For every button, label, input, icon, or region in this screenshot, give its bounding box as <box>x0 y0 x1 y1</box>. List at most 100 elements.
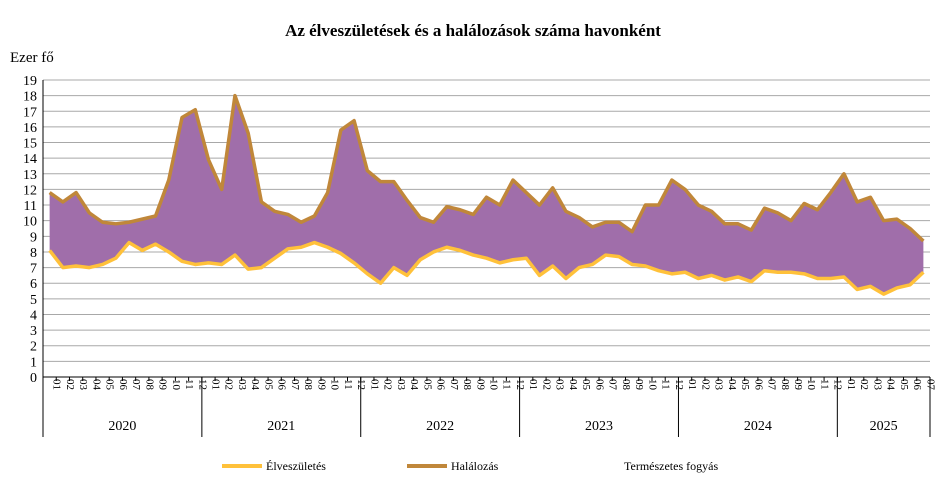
x-tick-label-2021-10: 10 <box>329 379 341 391</box>
x-tick-label-2020-12: 12 <box>196 379 208 390</box>
x-tick-label-2023-07: 07 <box>607 379 619 391</box>
plot-lines <box>48 93 925 296</box>
legend-label-halalozas: Halálozás <box>451 459 499 473</box>
x-tick-label-2022-01: 01 <box>368 379 380 390</box>
y-tick-label-1: 1 <box>30 355 37 370</box>
x-tick-label-2021-01: 01 <box>209 379 221 390</box>
legend-item-termeszetes-fogyas: Természetes fogyás <box>624 459 718 473</box>
y-tick-label-3: 3 <box>30 324 37 339</box>
y-tick-label-5: 5 <box>30 293 37 308</box>
x-tick-label-2022-07: 07 <box>448 379 460 391</box>
year-label-2022: 2022 <box>426 419 454 434</box>
y-tick-label-8: 8 <box>30 246 37 261</box>
y-tick-label-19: 19 <box>23 74 37 89</box>
x-tick-label-2023-08: 08 <box>620 379 632 391</box>
y-tick-label-14: 14 <box>23 152 37 167</box>
x-tick-label-2022-08: 08 <box>461 379 473 391</box>
x-tick-label-2021-07: 07 <box>289 379 301 391</box>
year-label-2023: 2023 <box>585 419 613 434</box>
legend-label-termeszetes-fogyas: Természetes fogyás <box>624 459 718 473</box>
y-tick-label-2: 2 <box>30 340 37 355</box>
x-tick-label-2021-02: 02 <box>223 379 235 390</box>
y-axis-unit-label: Ezer fő <box>10 50 54 66</box>
x-tick-label-2021-06: 06 <box>276 379 288 391</box>
x-tick-label-2025-05: 05 <box>898 379 910 391</box>
y-tick-label-16: 16 <box>23 121 37 136</box>
y-tick-label-4: 4 <box>30 308 37 323</box>
x-tick-label-2023-12: 12 <box>673 379 685 390</box>
x-tick-label-2022-05: 05 <box>421 379 433 391</box>
legend-label-elveszuletes: Élveszületés <box>266 459 326 473</box>
y-tick-label-12: 12 <box>23 183 37 198</box>
x-tick-label-2020-11: 11 <box>183 379 195 390</box>
x-tick-label-2022-09: 09 <box>474 379 486 391</box>
line-halalozas <box>48 93 925 243</box>
x-tick-label-2023-11: 11 <box>660 379 672 390</box>
x-tick-label-2023-02: 02 <box>540 379 552 390</box>
x-tick-label-2022-10: 10 <box>488 379 500 391</box>
x-tick-label-2021-03: 03 <box>236 379 248 391</box>
x-tick-label-2025-04: 04 <box>885 379 897 391</box>
x-tick-label-2024-03: 03 <box>713 379 725 391</box>
y-tick-label-18: 18 <box>23 90 37 105</box>
x-tick-label-2025-01: 01 <box>845 379 857 390</box>
x-tick-label-2024-01: 01 <box>686 379 698 390</box>
x-tick-label-2022-04: 04 <box>408 379 420 391</box>
x-tick-label-2023-03: 03 <box>554 379 566 391</box>
x-tick-label-2023-05: 05 <box>580 379 592 391</box>
axes <box>42 80 931 437</box>
legend: Élveszületés Halálozás Természetes fogyá… <box>222 459 718 473</box>
x-tick-label-2022-02: 02 <box>382 379 394 390</box>
plot-areas <box>49 95 924 295</box>
legend-item-elveszuletes: Élveszületés <box>222 459 326 473</box>
year-labels: 2020 2021 2022 2023 2024 2025 <box>108 419 897 434</box>
x-tick-label-2021-09: 09 <box>315 379 327 391</box>
y-tick-label-9: 9 <box>30 230 37 245</box>
x-tick-label-2020-07: 07 <box>130 379 142 391</box>
x-tick-label-2023-10: 10 <box>646 379 658 391</box>
legend-item-halalozas: Halálozás <box>407 459 499 473</box>
x-tick-label-2020-05: 05 <box>104 379 116 391</box>
y-tick-label-0: 0 <box>30 371 37 386</box>
x-tick-label-2024-11: 11 <box>818 379 830 390</box>
x-tick-label-2024-10: 10 <box>805 379 817 391</box>
x-tick-label-2024-06: 06 <box>752 379 764 391</box>
x-tick-label-2024-12: 12 <box>832 379 844 390</box>
x-tick-label-2025-06: 06 <box>911 379 923 391</box>
x-tick-label-2020-02: 02 <box>64 379 76 390</box>
y-tick-label-6: 6 <box>30 277 37 292</box>
year-label-2021: 2021 <box>267 419 295 434</box>
y-tick-label-15: 15 <box>23 137 37 152</box>
y-tick-label-7: 7 <box>30 262 37 277</box>
x-tick-label-2022-06: 06 <box>435 379 447 391</box>
x-tick-label-2020-06: 06 <box>117 379 129 391</box>
x-tick-label-2021-04: 04 <box>249 379 261 391</box>
x-tick-label-2020-04: 04 <box>90 379 102 391</box>
x-tick-label-2024-09: 09 <box>792 379 804 391</box>
year-label-2025: 2025 <box>870 419 898 434</box>
x-tick-label-2021-08: 08 <box>302 379 314 391</box>
x-tick-label-2023-06: 06 <box>593 379 605 391</box>
x-tick-label-2023-09: 09 <box>633 379 645 391</box>
x-tick-label-2022-03: 03 <box>395 379 407 391</box>
x-tick-label-2024-07: 07 <box>766 379 778 391</box>
y-tick-label-11: 11 <box>24 199 37 214</box>
x-tick-label-2021-11: 11 <box>342 379 354 390</box>
x-tick-label-2020-08: 08 <box>143 379 155 391</box>
x-tick-label-2020-01: 01 <box>51 379 63 390</box>
x-tick-label-2025-07: 07 <box>924 379 936 391</box>
area-termeszetes-fogyas <box>49 95 924 295</box>
x-tick-label-2021-05: 05 <box>262 379 274 391</box>
y-tick-label-13: 13 <box>23 168 37 183</box>
year-label-2024: 2024 <box>744 419 772 434</box>
x-tick-label-2022-12: 12 <box>514 379 526 390</box>
chart-title: Az élveszületések és a halálozások száma… <box>285 21 661 40</box>
x-tick-label-2022-11: 11 <box>501 379 513 390</box>
x-tick-label-2023-01: 01 <box>527 379 539 390</box>
year-label-2020: 2020 <box>108 419 136 434</box>
x-tick-label-2021-12: 12 <box>355 379 367 390</box>
x-tick-label-2024-08: 08 <box>779 379 791 391</box>
y-tick-label-17: 17 <box>23 105 37 120</box>
x-tick-label-2024-05: 05 <box>739 379 751 391</box>
